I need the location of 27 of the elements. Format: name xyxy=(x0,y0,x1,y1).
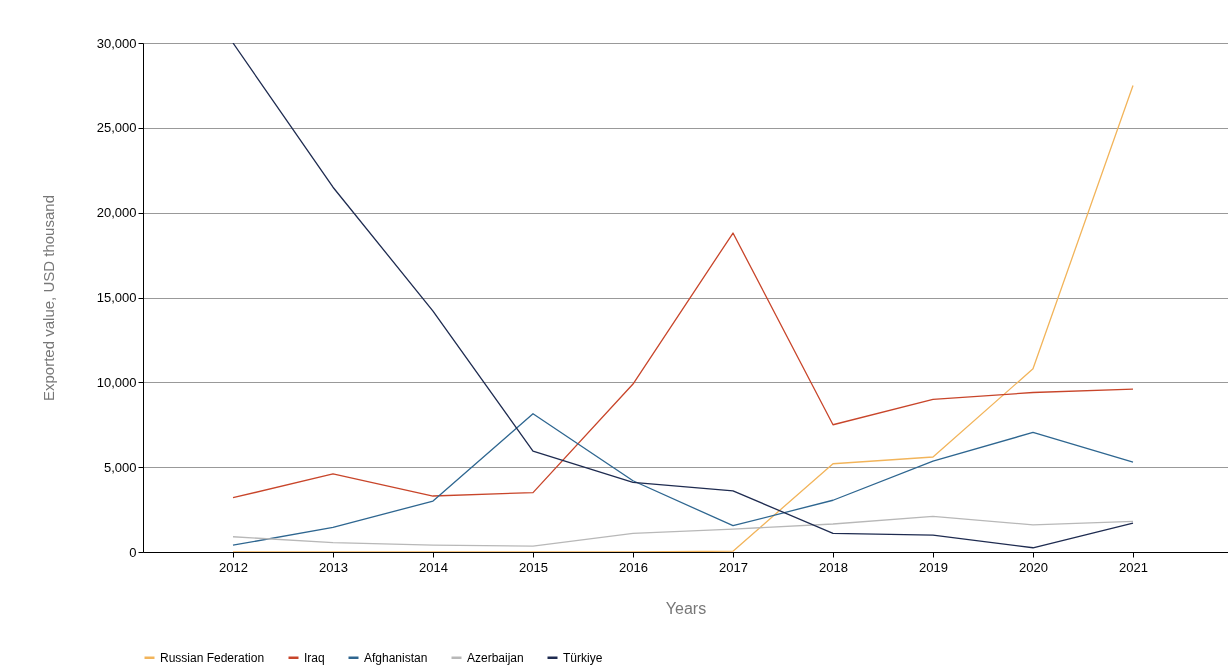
x-tick-label: 2016 xyxy=(619,559,648,575)
x-tick-label: 2019 xyxy=(919,559,948,575)
x-tick-label: 2018 xyxy=(819,559,848,575)
x-tick-label: 2012 xyxy=(219,559,248,575)
line-series xyxy=(232,515,1134,547)
y-tick-label: 5,000 xyxy=(103,459,137,475)
legend-label: Afghanistan xyxy=(364,650,428,665)
x-tick-label: 2021 xyxy=(1119,559,1148,575)
legend-label: Russian Federation xyxy=(160,650,265,665)
x-axis-title: Years xyxy=(665,599,707,617)
x-tick-label: 2014 xyxy=(419,559,448,575)
y-axis-title: Exported value, USD thousand xyxy=(39,195,57,401)
y-tick-label: 20,000 xyxy=(96,205,137,221)
y-tick-label: 15,000 xyxy=(96,290,137,305)
y-tick-label: 10,000 xyxy=(96,374,137,390)
y-tick-label: 30,000 xyxy=(96,35,137,51)
legend-label: Azerbaijan xyxy=(467,650,524,665)
x-tick-label: 2015 xyxy=(519,559,548,575)
legend-label: Iraq xyxy=(304,650,325,665)
legend-label: Türkiye xyxy=(563,650,603,665)
y-tick-label: 0 xyxy=(129,544,137,560)
line-series xyxy=(232,413,1134,546)
x-tick-label: 2017 xyxy=(719,559,748,575)
x-tick-label: 2020 xyxy=(1019,559,1048,575)
x-tick-label: 2013 xyxy=(319,559,348,575)
line-series xyxy=(232,232,1134,499)
y-tick-label: 25,000 xyxy=(96,120,137,136)
